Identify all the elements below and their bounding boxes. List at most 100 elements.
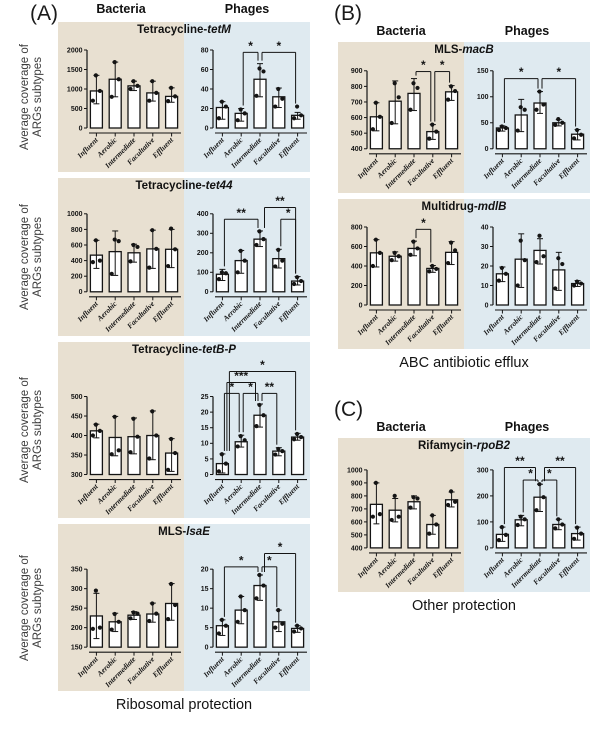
y-axis-title: Average coverage of ARGs subtypes (19, 554, 44, 661)
svg-text:0: 0 (79, 125, 83, 132)
panel-c: (C) Bacteria Phages Rifamycin-rpoB2 400 5… (334, 398, 594, 614)
svg-text:Effluent: Effluent (430, 156, 456, 182)
svg-text:Effluent: Effluent (430, 312, 456, 338)
chart-group-macB: MLS-macB 400 500 600 700 800 900 Influent Aerob… (338, 42, 594, 193)
svg-text:*: * (229, 380, 234, 394)
svg-text:*: * (440, 58, 445, 72)
svg-text:Influent: Influent (355, 156, 381, 182)
svg-text:Influent: Influent (481, 555, 507, 581)
bar-chart-mdlB-phages: 0 10 20 30 40 Influent Aerobic Intermediate Facu… (464, 214, 590, 349)
bar-chart-tetM-bacteria: 0 500 1000 1500 2000 Influent Aerobic Intermedi… (58, 37, 184, 172)
svg-text:5: 5 (205, 456, 209, 463)
svg-text:300: 300 (71, 472, 83, 479)
svg-text:Influent: Influent (355, 555, 381, 581)
svg-text:Effluent: Effluent (430, 555, 456, 581)
svg-text:Influent: Influent (355, 312, 381, 338)
svg-text:**: ** (515, 454, 525, 468)
svg-text:900: 900 (351, 480, 363, 487)
svg-text:600: 600 (351, 519, 363, 526)
chart-title-tet44: Tetracycline-tet44 (135, 180, 233, 192)
y-axis-title: Average coverage of ARGs subtypes (19, 203, 44, 310)
bar-chart-macB-bacteria: 400 500 600 700 800 900 Influent Aerobic Interme… (338, 57, 464, 193)
svg-text:Influent: Influent (481, 312, 507, 338)
svg-text:350: 350 (71, 452, 83, 459)
svg-text:***: *** (234, 369, 248, 383)
svg-text:0: 0 (205, 125, 209, 132)
svg-text:600: 600 (351, 244, 363, 251)
svg-text:0: 0 (79, 289, 83, 296)
svg-text:Effluent: Effluent (276, 481, 302, 507)
svg-text:100: 100 (197, 270, 209, 277)
caption-abc-antibiotic-efflux: ABC antibiotic efflux (399, 354, 529, 371)
svg-text:0: 0 (359, 302, 363, 309)
svg-text:200: 200 (351, 283, 363, 290)
svg-text:10: 10 (481, 283, 489, 290)
svg-text:Influent: Influent (201, 299, 227, 325)
panel-c-label: (C) (334, 398, 364, 421)
svg-text:40: 40 (481, 224, 489, 231)
bar-chart-tetB-P-bacteria: 300 350 400 450 500 Influent Aerobic Intermedia… (58, 357, 184, 519)
svg-text:*: * (519, 65, 524, 79)
svg-text:*: * (260, 358, 265, 372)
svg-text:10: 10 (201, 606, 209, 613)
svg-text:80: 80 (201, 47, 209, 54)
svg-text:15: 15 (201, 425, 209, 432)
svg-text:400: 400 (351, 545, 363, 552)
column-header-phages: Phages (504, 24, 550, 38)
svg-text:*: * (528, 467, 533, 481)
svg-text:100: 100 (477, 94, 489, 101)
svg-text:*: * (267, 554, 272, 568)
svg-text:Effluent: Effluent (556, 555, 582, 581)
svg-text:*: * (556, 65, 561, 79)
svg-text:300: 300 (71, 586, 83, 593)
svg-text:Effluent: Effluent (150, 654, 176, 680)
bar-chart-rpoB2-phages: 0 100 200 300 Influent Aerobic Intermediate Fac… (464, 453, 590, 592)
svg-text:500: 500 (351, 532, 363, 539)
svg-text:50: 50 (481, 120, 489, 127)
svg-text:Effluent: Effluent (276, 135, 302, 161)
y-axis-title: Average coverage of ARGs subtypes (19, 44, 44, 150)
svg-text:20: 20 (201, 106, 209, 113)
svg-text:600: 600 (351, 115, 363, 122)
svg-text:0: 0 (205, 289, 209, 296)
svg-text:5: 5 (205, 625, 209, 632)
bar-chart-lsaE-phages: 0 5 10 15 20 Influent Aerobic Intermediate Facul… (184, 539, 310, 691)
svg-text:0: 0 (205, 645, 209, 652)
svg-text:Effluent: Effluent (150, 481, 176, 507)
svg-text:Influent: Influent (201, 654, 227, 680)
svg-text:*: * (421, 58, 426, 72)
svg-text:Effluent: Effluent (276, 299, 302, 325)
svg-text:*: * (276, 39, 281, 53)
svg-text:0: 0 (485, 302, 489, 309)
svg-text:200: 200 (71, 274, 83, 281)
svg-text:10: 10 (201, 441, 209, 448)
svg-text:*: * (286, 206, 291, 220)
svg-text:Effluent: Effluent (150, 299, 176, 325)
caption-other-protection: Other protection (412, 597, 516, 614)
svg-text:1000: 1000 (67, 211, 83, 218)
svg-text:0: 0 (485, 146, 489, 153)
chart-title-lsaE: MLS-lsaE (158, 526, 210, 539)
bar-chart-rpoB2-bacteria: 400 500 600 700 800 900 1000 Influent Aerobic Int… (338, 453, 464, 592)
svg-text:**: ** (275, 194, 285, 208)
chart-title-rpoB2: Rifamycin-rpoB2 (417, 440, 511, 452)
svg-text:400: 400 (71, 433, 83, 440)
svg-text:60: 60 (201, 67, 209, 74)
svg-text:150: 150 (477, 68, 489, 75)
svg-text:350: 350 (71, 567, 83, 574)
chart-group-mdlB: Multidrug-mdlB 0 200 400 600 800 Influent Aero… (338, 198, 594, 349)
svg-text:Influent: Influent (201, 481, 227, 507)
svg-text:200: 200 (197, 250, 209, 257)
bar-chart-tet44-phages: 0 100 200 300 400 Influent Aerobic Intermediate… (184, 193, 310, 336)
svg-text:1000: 1000 (67, 86, 83, 93)
chart-title-macB: MLS-macB (434, 44, 494, 56)
svg-text:200: 200 (477, 493, 489, 500)
svg-text:20: 20 (201, 567, 209, 574)
svg-text:250: 250 (71, 606, 83, 613)
svg-text:30: 30 (481, 244, 489, 251)
chart-group-rpoB2: Rifamycin-rpoB2 400 500 600 700 800 900 1000 In… (338, 438, 594, 592)
svg-text:500: 500 (71, 106, 83, 113)
svg-text:20: 20 (201, 409, 209, 416)
panel-backgrounds (58, 524, 310, 692)
